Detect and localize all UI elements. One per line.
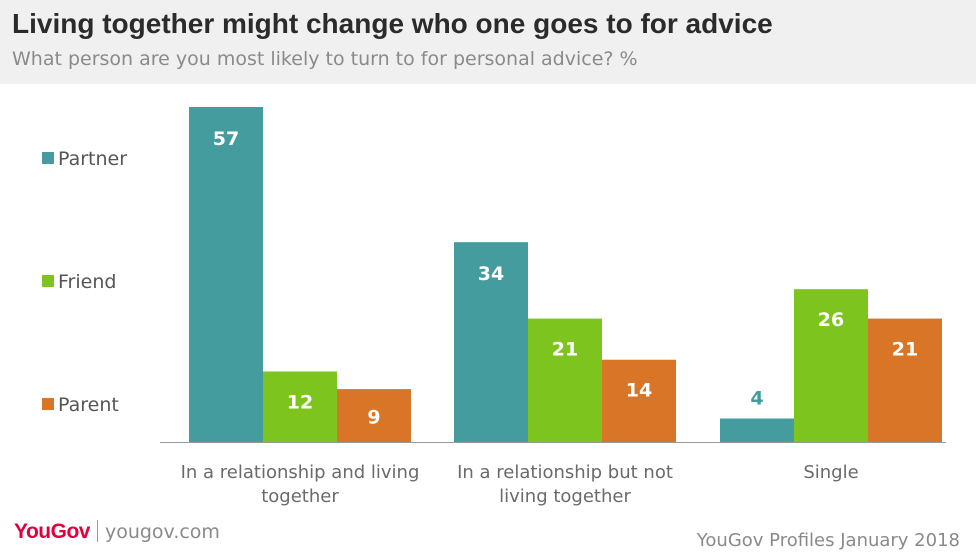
bar-parent-0 [337,389,411,442]
legend-swatch-friend [42,275,54,287]
bar-friend-0 [263,371,337,442]
legend-label-partner: Partner [58,148,128,170]
bar-partner-0 [189,107,263,442]
brand-url[interactable]: yougov.com [104,521,220,543]
bar-partner-2 [720,418,794,442]
data-label-friend-2: 26 [818,309,844,331]
bar-friend-2 [794,289,868,442]
category-label-1-line-1: living together [499,486,631,507]
category-label-0-line-0: In a relationship and living [181,462,420,483]
category-label-2-line-0: Single [803,462,858,483]
data-label-friend-1: 21 [552,339,578,361]
yougov-logo: YouGov [14,520,90,543]
data-label-parent-1: 14 [626,380,652,402]
category-label-1-line-0: In a relationship but not [457,462,673,483]
bar-parent-2 [868,318,942,442]
header-band: Living together might change who one goe… [0,0,976,84]
chart-subtitle: What person are you most likely to turn … [12,48,638,70]
legend-label-parent: Parent [58,394,119,416]
data-label-partner-1: 34 [478,263,504,285]
bar-partner-1 [454,242,528,442]
category-label-0-line-1: together [261,486,339,507]
data-label-partner-0: 57 [213,128,239,150]
legend-swatch-partner [42,152,54,164]
legend-label-friend: Friend [58,271,117,293]
source-note: YouGov Profiles January 2018 [696,530,960,551]
chart-title: Living together might change who one goe… [12,8,773,39]
bar-parent-1 [602,359,676,442]
legend-item-partner: Partner [42,148,127,170]
data-label-friend-0: 12 [287,391,313,413]
brand: YouGov yougov.com [14,520,220,544]
data-label-partner-2: 4 [750,387,763,409]
data-label-parent-2: 21 [892,339,918,361]
data-label-parent-0: 9 [367,407,380,429]
legend-item-friend: Friend [42,271,116,293]
bar-friend-1 [528,318,602,442]
brand-divider [96,520,98,542]
legend-item-parent: Parent [42,394,119,416]
legend-swatch-parent [42,398,54,410]
